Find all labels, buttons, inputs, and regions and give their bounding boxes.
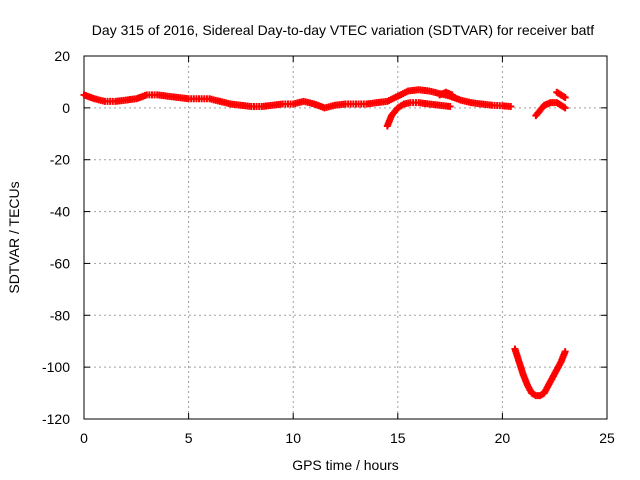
y-tick-label: -100	[42, 359, 70, 375]
y-tick-label: -80	[50, 307, 70, 323]
x-tick-label: 20	[495, 430, 511, 446]
chart-title: Day 315 of 2016, Sidereal Day-to-day VTE…	[92, 22, 595, 38]
x-axis-label: GPS time / hours	[292, 457, 399, 473]
series-main	[80, 86, 515, 112]
y-tick-label: -60	[50, 255, 70, 271]
x-tick-label: 10	[285, 430, 301, 446]
y-tick-label: 20	[54, 48, 70, 64]
y-tick-label: -40	[50, 204, 70, 220]
x-tick-label: 5	[185, 430, 193, 446]
x-tick-label: 25	[599, 430, 615, 446]
y-tick-label: 0	[62, 100, 70, 116]
series-late	[532, 99, 569, 120]
x-tick-label: 15	[390, 430, 406, 446]
y-axis-label: SDTVAR / TECUs	[6, 181, 22, 293]
data-point	[561, 104, 569, 112]
x-tick-label: 0	[80, 430, 88, 446]
data-points	[80, 86, 569, 400]
y-tick-label: -20	[50, 152, 70, 168]
series-dip	[511, 345, 569, 400]
data-point	[561, 93, 569, 101]
data-point	[446, 103, 454, 111]
series-segment-3	[436, 88, 456, 99]
data-point	[561, 348, 569, 356]
series-late-high	[553, 88, 569, 101]
plot-frame	[83, 55, 608, 420]
y-tick-label: -120	[42, 411, 70, 427]
data-point	[507, 103, 515, 111]
data-point	[448, 91, 456, 99]
ticks: 0 5 10 15 20 25 -120 -100 -80 -60 -40 -20 0 20	[42, 48, 615, 446]
series-segment-2	[383, 99, 454, 130]
